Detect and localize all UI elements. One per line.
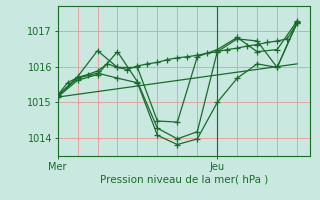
X-axis label: Pression niveau de la mer( hPa ): Pression niveau de la mer( hPa ) bbox=[100, 174, 268, 184]
